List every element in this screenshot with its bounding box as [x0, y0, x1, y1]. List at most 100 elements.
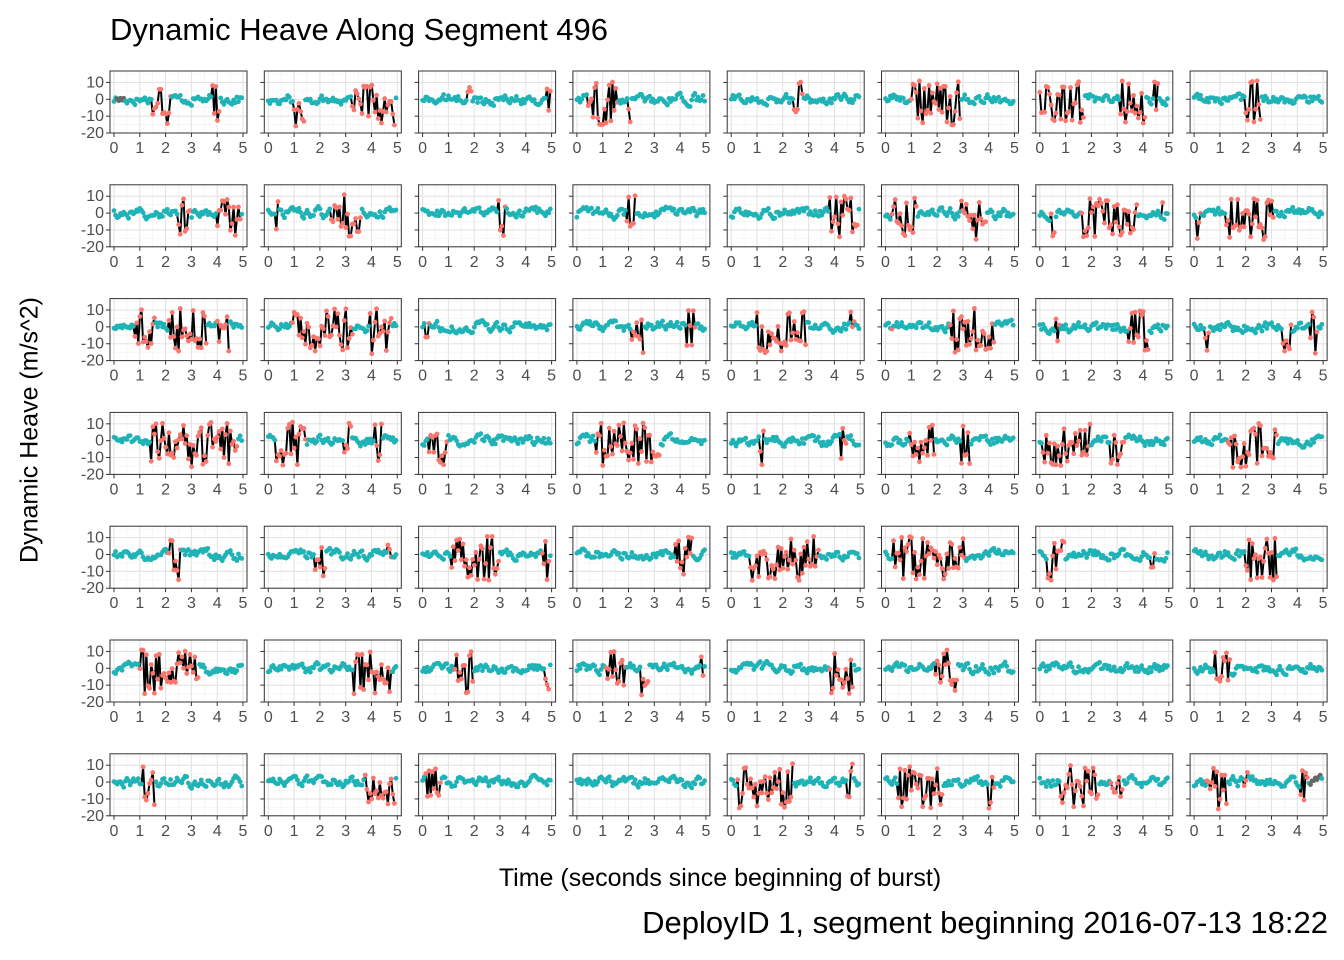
data-point [1098, 438, 1104, 444]
data-point [1081, 114, 1086, 120]
data-point [843, 441, 849, 446]
data-point [647, 432, 653, 438]
data-point [320, 326, 326, 332]
data-point [759, 324, 765, 329]
data-point [962, 210, 968, 216]
data-point [1249, 221, 1255, 227]
x-tick-label: 4 [521, 254, 530, 271]
data-point [385, 329, 391, 335]
x-tick-label: 2 [624, 481, 633, 498]
data-point [434, 318, 440, 324]
data-point [1010, 211, 1016, 217]
x-tick-label: 0 [572, 140, 581, 157]
data-point [140, 210, 146, 216]
data-point [1051, 118, 1057, 124]
x-tick-label: 5 [1010, 481, 1019, 498]
data-point [635, 461, 641, 466]
data-point [366, 113, 371, 119]
heave-stem [275, 201, 279, 230]
data-point [517, 208, 522, 214]
data-point [1084, 233, 1090, 239]
data-point [593, 450, 599, 455]
data-point [972, 306, 977, 311]
x-tick-label: 4 [1293, 368, 1302, 385]
data-point [846, 207, 852, 213]
data-point [837, 234, 842, 240]
heave-stem [592, 87, 596, 118]
data-point [1259, 453, 1265, 459]
data-point [605, 97, 611, 103]
x-tick-label: 5 [1319, 368, 1328, 385]
data-point [210, 444, 216, 450]
data-point [176, 222, 182, 228]
data-point [629, 337, 635, 342]
data-point [349, 331, 355, 337]
x-tick-label: 1 [753, 140, 762, 157]
data-point [968, 336, 974, 341]
data-point [312, 567, 318, 573]
x-tick-label: 4 [213, 481, 222, 498]
data-point [198, 345, 204, 351]
data-point [764, 102, 770, 108]
data-point [486, 577, 492, 583]
data-point [296, 205, 302, 211]
x-tick-label: 3 [958, 368, 967, 385]
data-point [595, 205, 601, 211]
data-point [119, 554, 125, 559]
x-tick-label: 4 [830, 140, 839, 157]
data-point [286, 94, 292, 100]
x-tick-label: 0 [1035, 481, 1044, 498]
x-tick-label: 4 [830, 368, 839, 385]
data-point [382, 318, 388, 324]
data-point [1126, 339, 1132, 345]
data-point [1136, 334, 1141, 340]
data-point [1303, 94, 1309, 100]
data-point [467, 85, 472, 90]
data-point [346, 335, 352, 341]
data-point [833, 194, 839, 200]
data-point [1145, 347, 1151, 352]
data-point [832, 214, 838, 220]
x-tick-label: 3 [804, 140, 813, 157]
data-point [391, 122, 397, 128]
data-point [142, 334, 148, 340]
data-point [1053, 214, 1059, 220]
data-point [978, 216, 984, 221]
data-point [187, 331, 193, 337]
data-point [492, 571, 498, 577]
data-point [1264, 96, 1270, 101]
data-point [174, 568, 180, 573]
data-point [421, 321, 427, 326]
data-point [205, 96, 211, 102]
data-point [783, 91, 789, 97]
data-point [314, 438, 320, 444]
x-tick-label: 1 [753, 254, 762, 271]
data-point [1119, 229, 1125, 235]
x-tick-label: 3 [496, 140, 505, 157]
data-point [1106, 440, 1112, 445]
data-point [830, 219, 836, 225]
panel-border [109, 70, 248, 134]
data-point [390, 111, 396, 117]
data-point [237, 216, 243, 222]
data-point [1114, 202, 1120, 208]
x-tick-label: 3 [804, 368, 813, 385]
data-point [283, 450, 289, 456]
x-tick-label: 4 [676, 140, 685, 157]
data-point [215, 318, 220, 324]
data-point [759, 462, 765, 468]
heave-stem [367, 87, 372, 117]
x-tick-label: 2 [778, 254, 787, 271]
data-point [218, 95, 224, 101]
data-point [219, 426, 225, 432]
data-point [1246, 452, 1252, 458]
data-point [788, 337, 794, 343]
data-point [944, 213, 950, 219]
data-point [1114, 462, 1120, 467]
data-point [226, 461, 232, 467]
data-point [838, 456, 844, 461]
data-point [147, 439, 152, 445]
x-tick-label: 3 [341, 595, 350, 612]
data-point [1087, 421, 1093, 427]
